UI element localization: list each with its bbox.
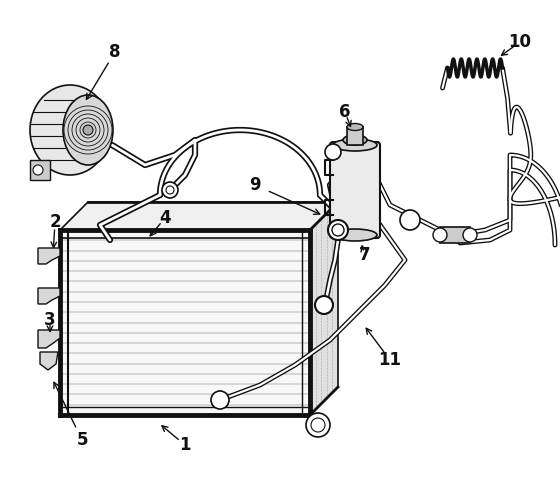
Ellipse shape (333, 229, 377, 241)
Circle shape (211, 391, 229, 409)
Polygon shape (38, 288, 60, 304)
Bar (347, 127, 363, 145)
Text: 6: 6 (339, 103, 351, 121)
Circle shape (332, 224, 344, 236)
Circle shape (311, 418, 325, 432)
Polygon shape (60, 202, 338, 230)
Circle shape (463, 228, 477, 242)
Ellipse shape (30, 85, 110, 175)
Text: 4: 4 (159, 209, 171, 227)
Circle shape (166, 186, 174, 194)
Ellipse shape (343, 135, 367, 145)
Text: 10: 10 (508, 33, 531, 51)
Bar (440, 227, 470, 243)
Polygon shape (310, 202, 338, 415)
Text: 9: 9 (249, 176, 261, 194)
Circle shape (33, 165, 43, 175)
Polygon shape (40, 352, 58, 370)
Text: 8: 8 (109, 43, 121, 61)
Polygon shape (60, 230, 310, 415)
Polygon shape (38, 330, 60, 348)
Circle shape (433, 228, 447, 242)
Text: 3: 3 (44, 311, 56, 329)
Ellipse shape (347, 123, 363, 131)
Circle shape (162, 182, 178, 198)
Circle shape (400, 210, 420, 230)
Circle shape (325, 144, 341, 160)
Ellipse shape (63, 95, 113, 165)
Circle shape (315, 296, 333, 314)
Circle shape (328, 220, 348, 240)
Text: 1: 1 (179, 436, 191, 454)
Text: 11: 11 (379, 351, 402, 369)
Circle shape (83, 125, 93, 135)
Circle shape (306, 413, 330, 437)
Text: 5: 5 (76, 431, 88, 449)
Ellipse shape (333, 139, 377, 151)
Polygon shape (38, 248, 60, 264)
FancyBboxPatch shape (330, 142, 380, 238)
Bar (30, 160, 50, 180)
Text: 2: 2 (49, 213, 61, 231)
Text: 7: 7 (359, 246, 371, 264)
